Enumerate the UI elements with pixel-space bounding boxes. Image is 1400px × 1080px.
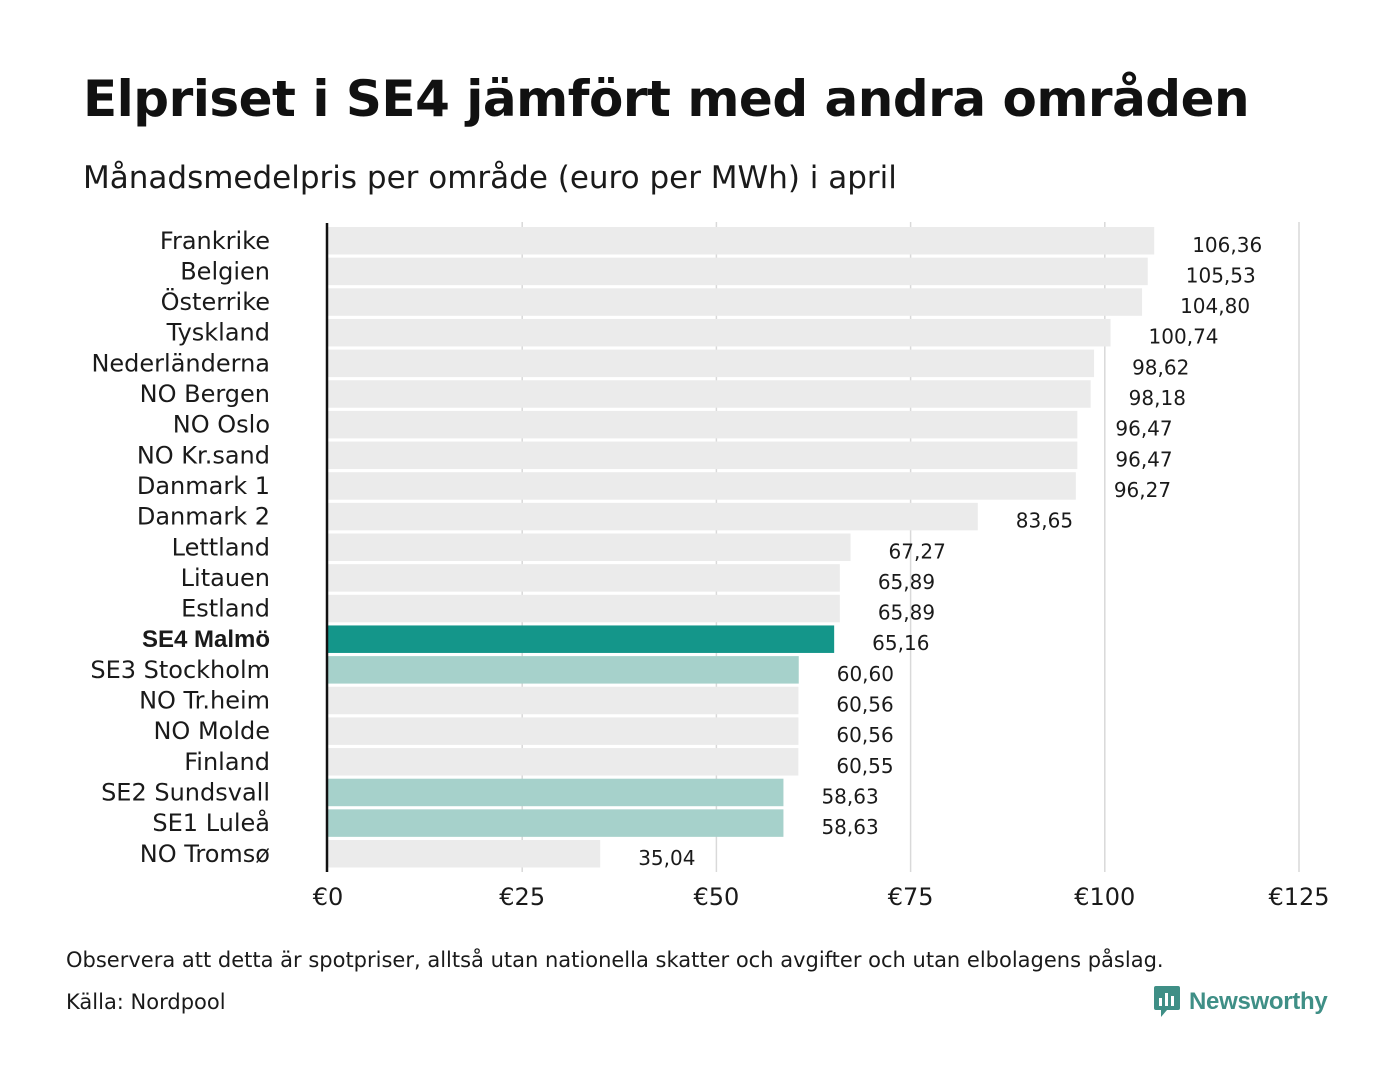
category-label: Danmark 1 xyxy=(137,472,270,500)
bar xyxy=(328,840,601,868)
footnote: Observera att detta är spotpriser, allts… xyxy=(66,948,1164,972)
newsworthy-brand: Newsworthy xyxy=(1153,985,1328,1019)
x-tick-label: €125 xyxy=(1268,883,1329,911)
value-label: 35,04 xyxy=(638,846,695,870)
value-label: 60,56 xyxy=(836,693,893,717)
bar xyxy=(328,318,1111,347)
bar xyxy=(328,441,1078,470)
bar xyxy=(328,656,799,684)
bar xyxy=(328,564,840,592)
bar xyxy=(328,410,1078,439)
value-label: 60,60 xyxy=(837,662,894,686)
bar xyxy=(328,809,784,837)
category-label: NO Kr.sand xyxy=(137,441,270,469)
category-label: Frankrike xyxy=(160,227,270,255)
category-label: Danmark 2 xyxy=(137,503,270,531)
source-note: Källa: Nordpool xyxy=(66,990,226,1014)
category-label: Lettland xyxy=(172,533,270,561)
value-label: 98,62 xyxy=(1132,355,1189,379)
value-label: 100,74 xyxy=(1149,325,1219,349)
value-label: 105,53 xyxy=(1186,263,1256,287)
bar xyxy=(328,502,978,531)
bar xyxy=(328,227,1155,255)
value-label: 65,89 xyxy=(878,601,935,625)
chart-subtitle: Månadsmedelpris per område (euro per MWh… xyxy=(83,160,897,196)
bar xyxy=(328,686,799,715)
value-label: 83,65 xyxy=(1016,509,1073,533)
category-label: NO Oslo xyxy=(173,411,270,439)
value-label: 58,63 xyxy=(821,815,878,839)
bar xyxy=(328,717,799,745)
bar xyxy=(328,778,784,807)
value-label: 96,47 xyxy=(1115,417,1172,441)
newsworthy-logo-icon xyxy=(1154,986,1180,1017)
category-label: Estland xyxy=(181,595,270,623)
value-label: 104,80 xyxy=(1180,294,1250,318)
category-label: SE4 Malmö xyxy=(142,626,270,653)
category-label: Nederländerna xyxy=(91,349,270,377)
value-label: 67,27 xyxy=(889,539,946,563)
value-label: 60,55 xyxy=(836,754,893,778)
category-label: Litauen xyxy=(181,564,270,592)
category-label: SE2 Sundsvall xyxy=(101,778,270,806)
bar xyxy=(328,288,1143,316)
value-label: 106,36 xyxy=(1192,233,1262,257)
category-label: Österrike xyxy=(161,287,270,316)
category-label: Belgien xyxy=(180,257,270,285)
category-label: Finland xyxy=(184,748,270,776)
category-label: NO Molde xyxy=(153,717,270,745)
x-tick-label: €0 xyxy=(313,883,344,911)
chart-title: Elpriset i SE4 jämfört med andra områden xyxy=(83,70,1250,128)
category-label: NO Bergen xyxy=(140,380,270,408)
x-tick-label: €100 xyxy=(1074,883,1135,911)
value-label: 60,56 xyxy=(836,723,893,747)
value-label: 65,89 xyxy=(878,570,935,594)
value-label: 98,18 xyxy=(1129,386,1186,410)
value-label: 65,16 xyxy=(872,631,929,655)
category-label: SE3 Stockholm xyxy=(90,656,270,684)
category-label: SE1 Luleå xyxy=(152,808,270,837)
value-label: 58,63 xyxy=(821,784,878,808)
x-tick-label: €75 xyxy=(888,883,934,911)
bar xyxy=(328,472,1076,500)
category-label: NO Tr.heim xyxy=(139,687,270,715)
category-label: Tyskland xyxy=(166,319,270,347)
bar xyxy=(328,625,835,653)
category-label: NO Tromsø xyxy=(140,840,270,868)
x-tick-label: €50 xyxy=(693,883,739,911)
value-label: 96,27 xyxy=(1114,478,1171,502)
brand-name: Newsworthy xyxy=(1189,988,1328,1015)
value-label: 96,47 xyxy=(1115,447,1172,471)
bar xyxy=(328,748,799,776)
bar xyxy=(328,380,1091,408)
bar xyxy=(328,257,1148,286)
x-tick-label: €25 xyxy=(499,883,545,911)
bar xyxy=(328,349,1095,378)
bar xyxy=(328,594,840,623)
bar xyxy=(328,533,851,561)
